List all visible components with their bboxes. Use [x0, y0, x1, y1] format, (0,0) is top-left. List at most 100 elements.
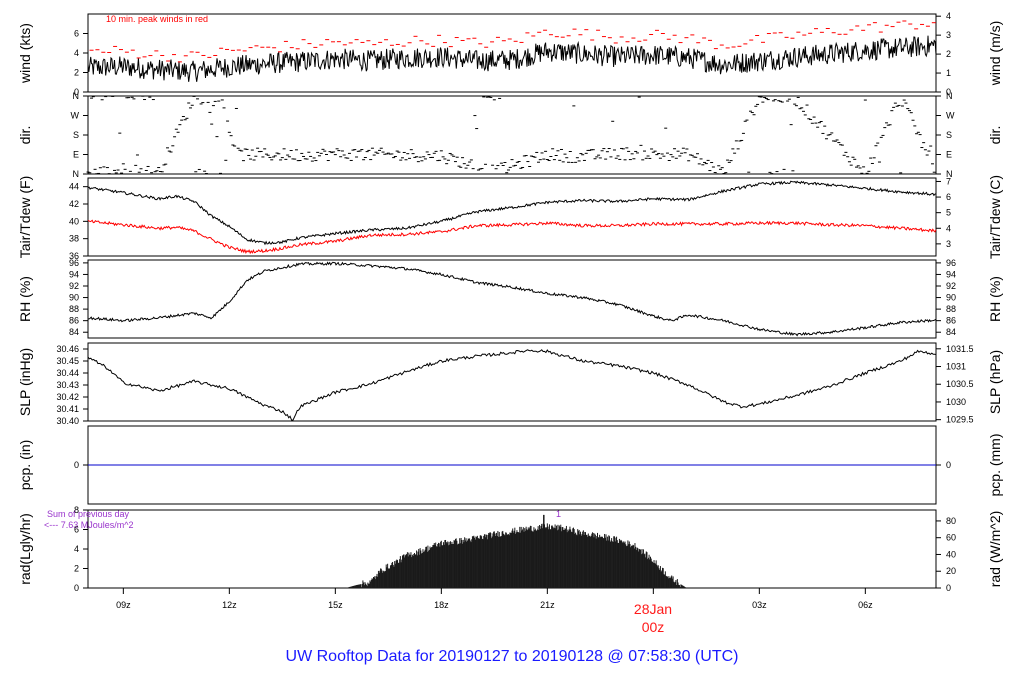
rh-line — [87, 261, 937, 337]
dir-ytick-right-label: W — [946, 111, 955, 121]
dir-ytick-left-label: E — [73, 150, 79, 160]
temp-ytick-left-label: 38 — [69, 234, 79, 244]
pcp-ytick-left-label: 0 — [74, 460, 79, 470]
temp-series — [87, 180, 937, 255]
wind-ylabel-left: wind (kts) — [17, 23, 33, 84]
temp-panel: Tair/Tdew (F) Tair/Tdew (C) 36 38 40 42 44 3 4… — [17, 175, 1003, 261]
temp-ytick-left-label: 44 — [69, 182, 79, 192]
wind-ytick-right-label: 4 — [946, 11, 951, 21]
rad-ytick-right-label: 80 — [946, 516, 956, 526]
dir-ytick-right-label: S — [946, 130, 952, 140]
time-tick-label: 12z — [222, 600, 237, 610]
wind-ytick-left-label: 0 — [74, 87, 79, 97]
rh-ytick-right-label: 90 — [946, 293, 956, 303]
rh-ytick-right-label: 88 — [946, 304, 956, 314]
rh-ylabel-left: RH (%) — [17, 276, 33, 322]
dir-ylabel-right: dir. — [987, 126, 1003, 145]
rh-ytick-left-label: 96 — [69, 258, 79, 268]
time-tick-label: 09z — [116, 600, 131, 610]
rh-ytick-left-label: 90 — [69, 293, 79, 303]
rh-ytick-left-label: 92 — [69, 281, 79, 291]
wind-ticks: 0 2 4 6 0 1 2 3 4 — [74, 11, 951, 97]
time-tick-label: 03z — [752, 600, 767, 610]
rad-ytick-left-label: 2 — [74, 564, 79, 574]
slp-ytick-left-label: 30.43 — [56, 380, 79, 390]
slp-ylabel-right: SLP (hPa) — [987, 350, 1003, 414]
pcp-ytick-right-label: 0 — [946, 460, 951, 470]
wind-speed-line — [87, 35, 937, 82]
slp-ytick-left-label: 30.44 — [56, 368, 79, 378]
dew-point-line — [87, 219, 937, 255]
date-sublabel: 00z — [642, 619, 665, 635]
rad-note-line2: <--- 7.63 MJoules/m^2 — [44, 520, 134, 530]
dir-series — [86, 95, 936, 175]
temp-ytick-right-label: 6 — [946, 192, 951, 202]
wind-ytick-left-label: 4 — [74, 48, 79, 58]
dir-ytick-right-label: E — [946, 150, 952, 160]
rad-ytick-right-label: 0 — [946, 583, 951, 593]
wind-ytick-left-label: 6 — [74, 29, 79, 39]
air-temp-line — [87, 180, 937, 246]
slp-line — [87, 349, 937, 421]
rh-ytick-right-label: 86 — [946, 316, 956, 326]
wind-panel: wind (kts) wind (m/s) 10 min. peak winds… — [17, 11, 1003, 97]
rad-ytick-left-label: 8 — [74, 505, 79, 515]
temp-ytick-left-label: 36 — [69, 251, 79, 261]
slp-frame — [87, 342, 937, 422]
rh-ytick-right-label: 96 — [946, 258, 956, 268]
temp-ytick-left-label: 40 — [69, 216, 79, 226]
temp-ylabel-right: Tair/Tdew (C) — [987, 175, 1003, 259]
rad-ylabel-right: rad (W/m^2) — [987, 511, 1003, 588]
temp-ytick-right-label: 5 — [946, 208, 951, 218]
slp-ytick-left-label: 30.46 — [56, 344, 79, 354]
rad-ylabel-left: rad(Lgly/hr) — [17, 513, 33, 585]
dir-ytick-left-label: N — [73, 169, 80, 179]
temp-ylabel-left: Tair/Tdew (F) — [17, 176, 33, 258]
temp-frame — [87, 177, 937, 257]
slp-ytick-right-label: 1030 — [946, 397, 966, 407]
time-tick-label: 06z — [858, 600, 873, 610]
time-axis: 09z 12z 15z 18z 21z 03z 06z — [116, 588, 873, 610]
slp-series — [87, 349, 937, 421]
rh-ytick-right-label: 92 — [946, 281, 956, 291]
temp-ticks: 36 38 40 42 44 3 4 5 6 7 — [69, 176, 951, 261]
page-title: UW Rooftop Data for 20190127 to 20190128… — [285, 648, 739, 665]
dir-ytick-left-label: S — [73, 130, 79, 140]
weather-plot: wind (kts) wind (m/s) 10 min. peak winds… — [17, 11, 1003, 635]
time-tick-label: 21z — [540, 600, 555, 610]
dir-ytick-left-label: N — [73, 91, 80, 101]
rh-ytick-left-label: 86 — [69, 316, 79, 326]
rad-ytick-left-label: 0 — [74, 583, 79, 593]
rad-ytick-right-label: 20 — [946, 566, 956, 576]
slp-ytick-left-label: 30.41 — [56, 404, 79, 414]
temp-ytick-left-label: 42 — [69, 199, 79, 209]
rad-series — [346, 514, 686, 588]
temp-ytick-right-label: 4 — [946, 223, 951, 233]
dir-ytick-right-label: N — [946, 169, 953, 179]
rad-ytick-left-label: 6 — [74, 525, 79, 535]
slp-ytick-right-label: 1031.5 — [946, 344, 974, 354]
rh-ytick-left-label: 88 — [69, 304, 79, 314]
rad-ytick-left-label: 4 — [74, 544, 79, 554]
slp-ticks: 30.40 30.41 30.42 30.43 30.44 30.45 30.46 1029.… — [56, 344, 973, 426]
wind-series — [87, 20, 937, 82]
rad-ytick-right-label: 60 — [946, 533, 956, 543]
wind-annotation: 10 min. peak winds in red — [106, 14, 208, 24]
date-label: 28Jan — [634, 601, 672, 617]
rh-panel: RH (%) RH (%) 84868890929496848688909294… — [17, 258, 1003, 339]
wind-ytick-left-label: 2 — [74, 68, 79, 78]
dir-frame — [87, 95, 937, 175]
slp-panel: SLP (inHg) SLP (hPa) 30.4030.4130.4230.4… — [17, 342, 1003, 426]
wind-ytick-right-label: 0 — [946, 87, 951, 97]
time-tick-label: 15z — [328, 600, 343, 610]
rh-series — [87, 261, 937, 337]
rh-ytick-left-label: 94 — [69, 269, 79, 279]
wind-ytick-right-label: 2 — [946, 49, 951, 59]
wind-ytick-right-label: 1 — [946, 68, 951, 78]
rh-frame — [87, 259, 937, 339]
